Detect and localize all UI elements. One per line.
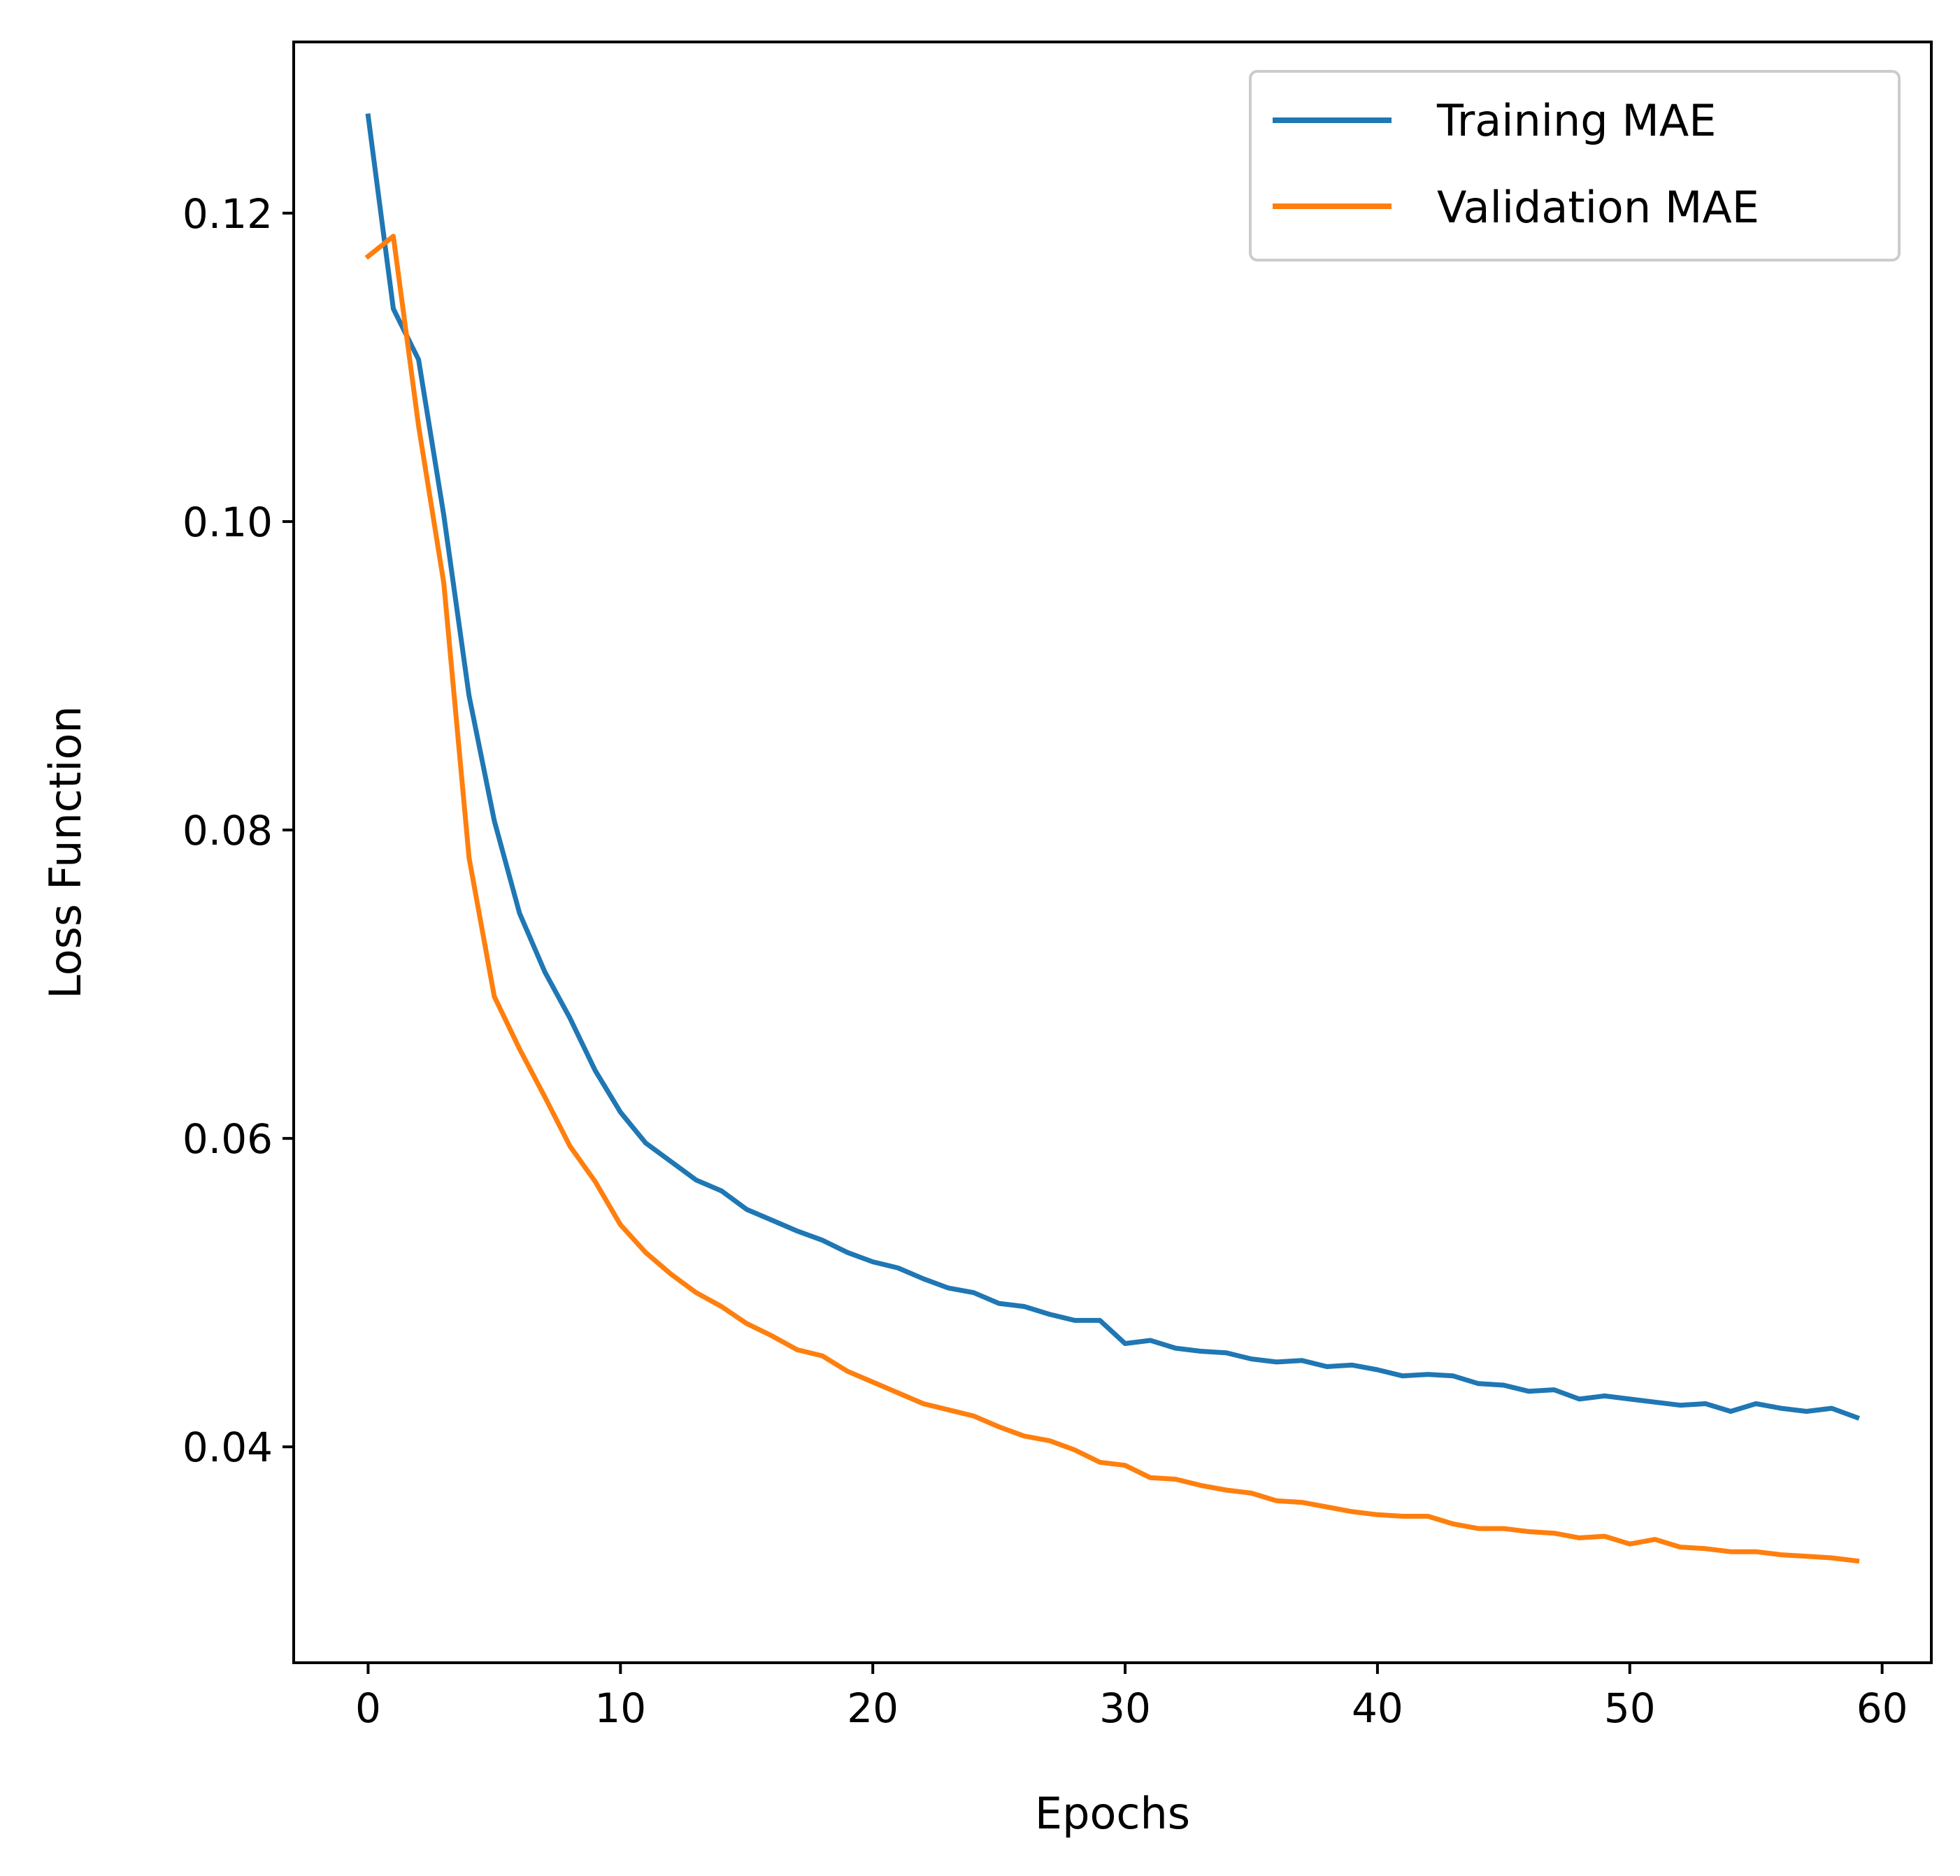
y-tick-label: 0.12 [183, 190, 273, 238]
legend-box [1249, 70, 1901, 262]
y-axis: 0.04 0.06 0.08 0.10 0.12 [183, 190, 294, 1471]
series-layer [364, 113, 1860, 1564]
legend: Training MAE Validation MAE [1249, 70, 1901, 262]
y-tick-label: 0.10 [183, 499, 273, 546]
series-line-training-mae [365, 113, 1860, 1421]
x-axis: 0 10 20 30 40 50 60 [355, 1663, 1908, 1732]
x-tick-label: 20 [847, 1684, 899, 1732]
y-axis-label: Loss Function [40, 706, 91, 998]
plot-frame [292, 41, 1933, 1664]
x-tick-label: 0 [355, 1684, 381, 1732]
x-tick-label: 60 [1857, 1684, 1908, 1732]
legend-label-training: Training MAE [1436, 95, 1716, 146]
x-tick-label: 10 [594, 1684, 646, 1732]
series-line-validation-mae [364, 234, 1860, 1564]
y-tick-label: 0.06 [183, 1115, 273, 1163]
y-tick-label: 0.04 [183, 1424, 273, 1471]
x-tick-label: 40 [1352, 1684, 1403, 1732]
y-tick-label: 0.08 [183, 807, 273, 854]
x-tick-label: 50 [1604, 1684, 1656, 1732]
legend-label-validation: Validation MAE [1437, 182, 1759, 233]
x-axis-label: Epochs [1035, 1788, 1190, 1839]
x-tick-label: 30 [1099, 1684, 1151, 1732]
